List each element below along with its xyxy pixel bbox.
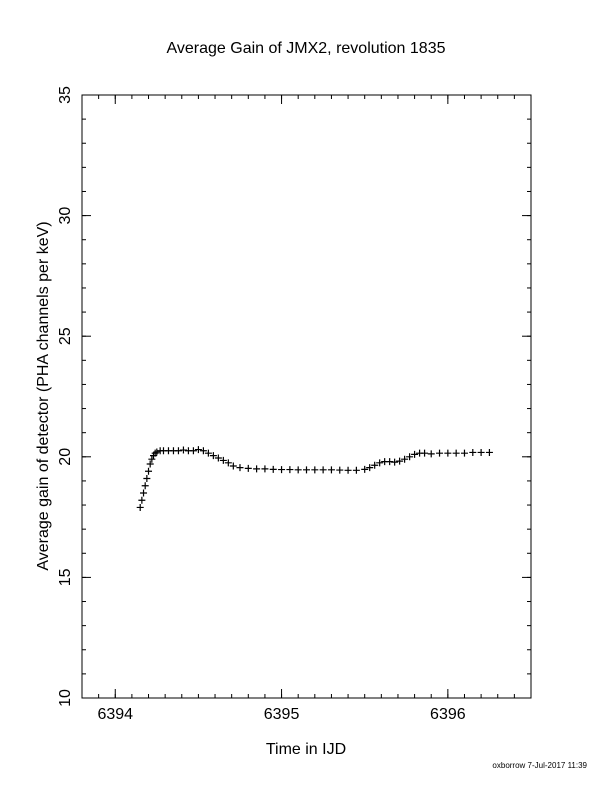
data-point xyxy=(460,449,468,457)
data-point xyxy=(319,466,327,474)
data-point xyxy=(294,466,302,474)
x-tick-label: 6396 xyxy=(430,706,466,723)
y-tick-label: 30 xyxy=(57,207,74,225)
data-point xyxy=(286,466,294,474)
data-point xyxy=(145,467,153,475)
data-point xyxy=(361,465,369,473)
data-point xyxy=(452,449,460,457)
data-point xyxy=(278,466,286,474)
x-tick-label: 6394 xyxy=(97,706,133,723)
y-tick-label: 10 xyxy=(57,689,74,707)
data-point xyxy=(261,465,269,473)
data-point xyxy=(148,455,156,463)
data-point xyxy=(352,466,360,474)
data-point xyxy=(421,449,429,457)
data-point xyxy=(199,447,207,455)
y-tick-label: 35 xyxy=(57,86,74,104)
data-point xyxy=(253,465,261,473)
data-point xyxy=(327,466,335,474)
data-point xyxy=(371,461,379,469)
data-point xyxy=(140,489,148,497)
data-point xyxy=(244,464,252,472)
data-point xyxy=(485,448,493,456)
x-axis-title: Time in IJD xyxy=(266,741,346,758)
data-point xyxy=(303,466,310,474)
y-tick-label: 20 xyxy=(57,448,74,466)
data-point xyxy=(477,448,485,456)
data-point xyxy=(427,450,435,458)
data-point xyxy=(311,466,319,474)
y-tick-label: 25 xyxy=(57,327,74,345)
data-point xyxy=(138,496,146,504)
data-point xyxy=(269,465,277,473)
y-axis-title: Average gain of detector (PHA channels p… xyxy=(35,221,52,570)
data-point xyxy=(469,448,477,456)
data-points xyxy=(136,446,493,511)
data-point xyxy=(143,475,151,483)
data-point xyxy=(209,452,217,460)
data-point xyxy=(174,447,182,455)
chart-title: Average Gain of JMX2, revolution 1835 xyxy=(167,40,446,57)
data-point xyxy=(136,503,144,511)
data-point xyxy=(444,449,452,457)
data-point xyxy=(189,447,197,455)
data-point xyxy=(229,462,237,470)
data-point xyxy=(391,458,399,466)
axis-tick-labels: 6394 6395 6396 10 15 20 25 30 35 xyxy=(57,86,466,723)
data-point xyxy=(436,449,444,457)
y-tick-label: 15 xyxy=(57,568,74,586)
data-point xyxy=(336,466,344,474)
data-point xyxy=(146,460,154,468)
data-point xyxy=(396,457,404,465)
data-point xyxy=(376,459,384,467)
data-point xyxy=(401,455,409,463)
plot-frame xyxy=(81,94,532,699)
data-point xyxy=(214,454,222,462)
data-point xyxy=(344,466,352,474)
data-point xyxy=(219,456,227,464)
x-tick-label: 6395 xyxy=(264,706,300,723)
data-point xyxy=(366,464,374,472)
data-point xyxy=(141,482,149,490)
data-point xyxy=(194,446,202,454)
data-point xyxy=(411,450,419,458)
data-point xyxy=(236,464,244,472)
data-point xyxy=(406,453,414,461)
data-point xyxy=(204,449,212,457)
data-point xyxy=(151,449,159,457)
footer-credit: oxborrow 7-Jul-2017 11:39 xyxy=(492,761,587,770)
axis-ticks xyxy=(81,94,532,699)
data-point xyxy=(153,448,161,456)
data-point xyxy=(179,446,187,454)
data-point xyxy=(224,459,232,467)
